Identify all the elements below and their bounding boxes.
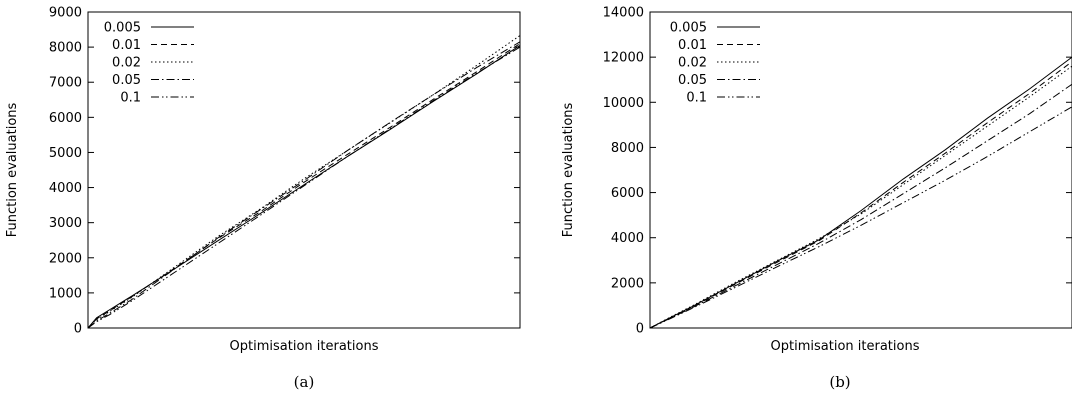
- subfigure-caption: (a): [294, 373, 315, 391]
- x-axis-label: Optimisation iterations: [771, 339, 920, 354]
- y-axis-label: Function evaluations: [561, 102, 576, 237]
- y-tick-label: 8000: [611, 141, 644, 156]
- series-line-0.1: [87, 46, 521, 329]
- legend-entry-label: 0.02: [678, 56, 707, 71]
- legend-entry-label: 0.05: [112, 73, 141, 88]
- legend-entry-label: 0.1: [686, 91, 707, 106]
- y-tick-label: 1000: [49, 286, 82, 301]
- series-line-0.01: [87, 43, 521, 329]
- chart-panel-b: 0 2000 4000 6000 8000 10000 12000 14000 0.005 0.0…: [561, 6, 1072, 391]
- x-axis-label: Optimisation iterations: [230, 339, 379, 354]
- y-tick-label: 0: [74, 322, 82, 337]
- series-line-0.02: [649, 65, 1072, 329]
- y-tick-label: 3000: [49, 216, 82, 231]
- y-tick-label: 4000: [49, 181, 82, 196]
- y-axis-label: Function evaluations: [5, 102, 20, 237]
- y-tick-label: 4000: [611, 231, 644, 246]
- legend-entry-label: 0.005: [670, 21, 707, 36]
- legend-entry-label: 0.1: [120, 91, 141, 106]
- y-tick-label: 6000: [611, 186, 644, 201]
- legend-entry-label: 0.02: [112, 56, 141, 71]
- legend-entry-label: 0.005: [104, 21, 141, 36]
- y-tick-label: 2000: [611, 276, 644, 291]
- y-tick-label: 2000: [49, 251, 82, 266]
- series-line-0.01: [649, 61, 1072, 329]
- series-line-0.1: [649, 106, 1072, 329]
- plot-frame: [649, 11, 1072, 329]
- y-tick-label: 12000: [603, 51, 644, 66]
- y-tick-label: 7000: [49, 76, 82, 91]
- series-line-0.005: [649, 56, 1072, 329]
- y-tick-label: 10000: [603, 96, 644, 111]
- plot-frame: [87, 11, 521, 329]
- y-tick-label: 5000: [49, 146, 82, 161]
- legend-entry-label: 0.01: [112, 38, 141, 53]
- y-tick-label: 0: [636, 322, 644, 337]
- y-tick-label: 6000: [49, 111, 82, 126]
- legend-entry-label: 0.01: [678, 38, 707, 53]
- y-tick-label: 14000: [603, 6, 644, 21]
- chart-panel-a: 0 1000 2000 3000 4000 5000 6000 7000 8000 9000 0.0…: [5, 6, 521, 391]
- series-line-0.02: [87, 35, 521, 329]
- subfigure-caption: (b): [829, 373, 850, 391]
- series-line-0.005: [87, 44, 521, 329]
- y-tick-label: 8000: [49, 41, 82, 56]
- y-tick-label: 9000: [49, 6, 82, 21]
- series-line-0.05: [649, 83, 1072, 329]
- legend-entry-label: 0.05: [678, 73, 707, 88]
